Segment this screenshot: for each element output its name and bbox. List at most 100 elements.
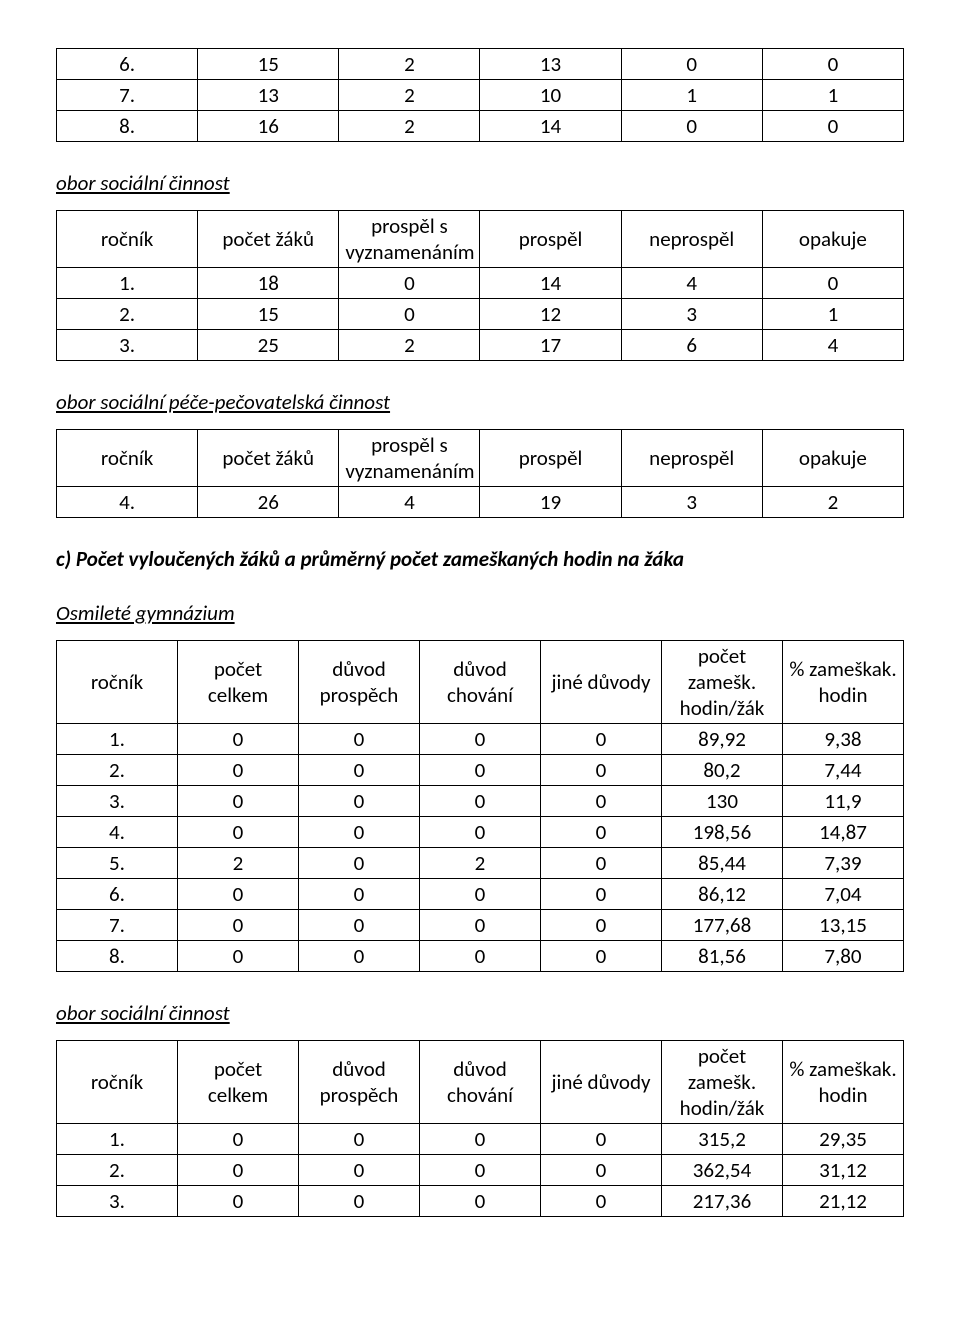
table-cell: 0 [299,1186,420,1217]
table-cell: 0 [339,268,480,299]
table-cell: 19 [480,487,621,518]
table-cell: 0 [420,1186,541,1217]
table-1-table: 6.15213007.13210118.1621400 [56,48,904,142]
column-header: počet zamešk. hodin/žák [662,1041,783,1124]
table-cell: 0 [299,1124,420,1155]
table-cell: 0 [541,848,662,879]
table-cell: 6. [57,49,198,80]
table-cell: 0 [299,786,420,817]
table-cell: 0 [299,817,420,848]
table-row: 1.0000315,229,35 [57,1124,904,1155]
table-row: 6.1521300 [57,49,904,80]
table-cell: 14,87 [783,817,904,848]
table-row: 7.1321011 [57,80,904,111]
table-row: 7.0000177,6813,15 [57,910,904,941]
table-cell: 10 [480,80,621,111]
table-row: 3.2521764 [57,330,904,361]
column-header: počet celkem [178,641,299,724]
table-cell: 7,39 [783,848,904,879]
table-cell: 21,12 [783,1186,904,1217]
column-header: neprospěl [621,430,762,487]
column-header: prospěl [480,211,621,268]
table-cell: 0 [178,724,299,755]
table-cell: 8. [57,941,178,972]
table-cell: 7,44 [783,755,904,786]
table-cell: 0 [541,817,662,848]
table-cell: 2 [762,487,903,518]
table-cell: 29,35 [783,1124,904,1155]
column-header: ročník [57,1041,178,1124]
table-cell: 25 [198,330,339,361]
table-cell: 1. [57,268,198,299]
table-cell: 0 [541,879,662,910]
column-header: počet žáků [198,211,339,268]
table-cell: 4. [57,817,178,848]
table-cell: 1 [621,80,762,111]
column-header: % zameškak. hodin [783,641,904,724]
column-header: důvod prospěch [299,1041,420,1124]
column-header: jiné důvody [541,1041,662,1124]
table-row: 8.000081,567,80 [57,941,904,972]
table-cell: 4 [762,330,903,361]
table-cell: 0 [339,299,480,330]
table-cell: 217,36 [662,1186,783,1217]
table-cell: 3. [57,330,198,361]
table-cell: 0 [541,1155,662,1186]
table-cell: 17 [480,330,621,361]
table-cell: 81,56 [662,941,783,972]
table-cell: 7. [57,80,198,111]
table-cell: 0 [420,755,541,786]
table-cell: 3. [57,1186,178,1217]
table-row: 5.202085,447,39 [57,848,904,879]
table-cell: 0 [541,755,662,786]
table-cell: 362,54 [662,1155,783,1186]
table-cell: 89,92 [662,724,783,755]
table-row: 4.2641932 [57,487,904,518]
table-cell: 2 [339,80,480,111]
table-row: 2.0000362,5431,12 [57,1155,904,1186]
column-header: ročník [57,211,198,268]
table-row: 4.0000198,5614,87 [57,817,904,848]
table-cell: 2. [57,755,178,786]
label-pece-pecovatelska: obor sociální péče-pečovatelská činnost [56,389,904,415]
table-cell: 0 [420,1124,541,1155]
table-cell: 13 [198,80,339,111]
table-cell: 86,12 [662,879,783,910]
column-header: opakuje [762,211,903,268]
table-cell: 7. [57,910,178,941]
column-header: neprospěl [621,211,762,268]
table-cell: 130 [662,786,783,817]
column-header: ročník [57,641,178,724]
table-cell: 0 [299,755,420,786]
table-cell: 198,56 [662,817,783,848]
column-header: počet celkem [178,1041,299,1124]
table-4: ročníkpočet celkemdůvod prospěchdůvod ch… [56,640,904,972]
table-cell: 0 [299,724,420,755]
table-cell: 6 [621,330,762,361]
table-row: 2.000080,27,44 [57,755,904,786]
table-3: ročníkpočet žákůprospěl s vyznamenánímpr… [56,429,904,518]
column-header: důvod chování [420,641,541,724]
column-header: prospěl [480,430,621,487]
table-cell: 3 [621,299,762,330]
table-cell: 80,2 [662,755,783,786]
section-c-heading: c) Počet vyloučených žáků a průměrný poč… [56,546,904,572]
table-cell: 0 [178,755,299,786]
table-cell: 0 [541,1186,662,1217]
table-5: ročníkpočet celkemdůvod prospěchdůvod ch… [56,1040,904,1217]
table-4-table: ročníkpočet celkemdůvod prospěchdůvod ch… [56,640,904,972]
label-socialni-cinnost: obor sociální činnost [56,170,904,196]
table-cell: 3. [57,786,178,817]
table-cell: 0 [178,1124,299,1155]
table-cell: 0 [762,268,903,299]
column-header: počet zamešk. hodin/žák [662,641,783,724]
column-header: prospěl s vyznamenáním [339,430,480,487]
table-row: 1.000089,929,38 [57,724,904,755]
table-cell: 2. [57,1155,178,1186]
table-cell: 16 [198,111,339,142]
table-row: 3.0000217,3621,12 [57,1186,904,1217]
column-header: ročník [57,430,198,487]
table-cell: 6. [57,879,178,910]
table-cell: 0 [299,879,420,910]
table-cell: 13,15 [783,910,904,941]
